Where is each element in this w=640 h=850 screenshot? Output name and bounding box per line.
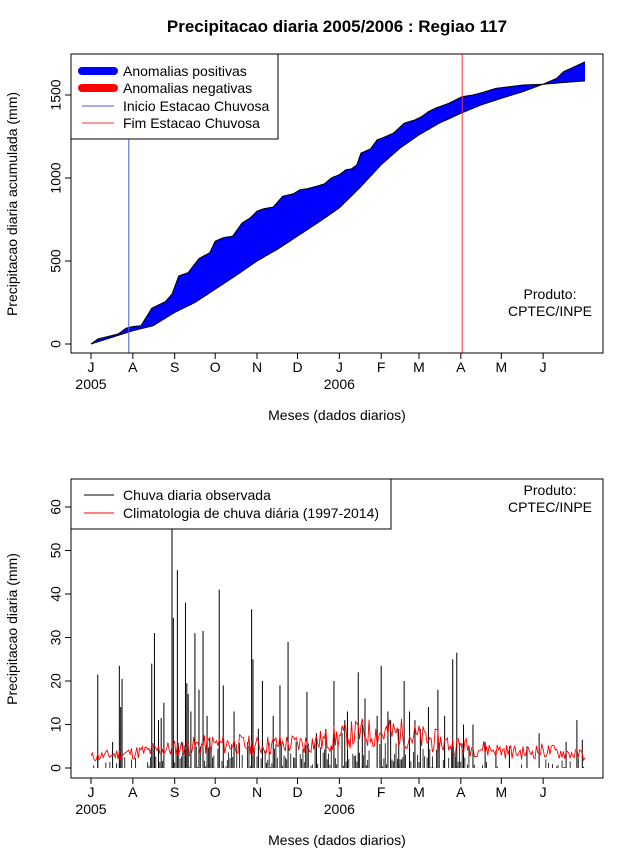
cumulative-y-axis-label: Precipitacao diaria acumulada (mm) [4,92,20,316]
cumulative-x-tick-label: N [252,359,262,375]
cumulative-y-tick-label: 1500 [48,79,64,110]
legend-label-season-end: Fim Estacao Chuvosa [123,115,260,131]
cumulative-x-tick-label: F [377,359,386,375]
positive-anomaly-area [91,61,585,345]
cumulative-plot-area [90,54,586,353]
daily-y-tick-label: 50 [48,543,64,559]
cumulative-x-tick-label: A [128,359,138,375]
daily-x-tick-label: O [210,784,221,800]
cumulative-y-axis: 0 500 1000 1500 [48,79,72,348]
legend-label-climatology: Climatologia de chuva diária (1997-2014) [123,505,379,521]
daily-y-tick-label: 30 [48,630,64,646]
cumulative-credit-line-1: Produto: [524,286,577,302]
cumulative-x-tick-label: J [540,359,547,375]
cumulative-x-axis-label: Meses (dados diarios) [268,407,406,423]
cumulative-y-tick-label: 500 [48,249,64,273]
daily-x-year-label: 2005 [75,801,106,817]
daily-x-tick-label: J [88,784,95,800]
legend-label-season-start: Inicio Estacao Chuvosa [123,98,270,114]
daily-credit-line-1: Produto: [524,482,577,498]
legend-label-observed: Chuva diaria observada [123,487,271,503]
daily-y-tick-label: 40 [48,586,64,602]
daily-y-tick-label: 20 [48,673,64,689]
daily-x-tick-label: S [170,784,179,800]
daily-credit-line-2: CPTEC/INPE [508,499,592,515]
daily-x-axis-label: Meses (dados diarios) [268,832,406,848]
daily-y-tick-label: 10 [48,717,64,733]
cumulative-credit-line-2: CPTEC/INPE [508,303,592,319]
cumulative-x-tick-label: J [336,359,343,375]
cumulative-x-tick-label: M [413,359,425,375]
daily-plot-area [90,498,586,768]
cumulative-x-tick-label: D [292,359,302,375]
daily-y-tick-label: 0 [48,764,64,772]
climatology-daily-line [90,718,586,762]
cumulative-x-tick-label: O [210,359,221,375]
cumulative-legend: Anomalias positivas Anomalias negativas … [70,53,279,140]
chart-title: Precipitacao diaria 2005/2006 : Regiao 1… [167,17,507,36]
daily-y-tick-label: 60 [48,499,64,515]
daily-x-tick-label: N [252,784,262,800]
legend-label-negative: Anomalias negativas [123,80,252,96]
daily-x-year-label: 2006 [324,801,355,817]
cumulative-y-tick-label: 0 [48,340,64,348]
daily-x-tick-label: J [540,784,547,800]
daily-legend-box [70,478,392,530]
daily-y-axis: 0 10 20 30 40 50 60 [48,499,72,772]
cumulative-x-tick-label: A [456,359,466,375]
daily-x-tick-label: A [456,784,466,800]
daily-legend: Chuva diaria observada Climatologia de c… [70,478,392,530]
daily-x-tick-label: M [413,784,425,800]
daily-x-tick-label: A [128,784,138,800]
daily-x-tick-label: F [377,784,386,800]
daily-y-axis-label: Precipitacao diaria (mm) [4,553,20,705]
observed-cumulative-line [90,61,586,345]
climatology-cumulative-line [90,80,586,345]
daily-x-tick-label: J [336,784,343,800]
cumulative-x-tick-label: M [495,359,507,375]
daily-x-tick-label: M [495,784,507,800]
daily-x-tick-label: D [292,784,302,800]
cumulative-y-tick-label: 1000 [48,162,64,193]
cumulative-x-year-label: 2006 [324,376,355,392]
legend-label-positive: Anomalias positivas [123,63,247,79]
cumulative-x-tick-label: J [88,359,95,375]
cumulative-x-tick-label: S [170,359,179,375]
cumulative-x-year-label: 2005 [75,376,106,392]
